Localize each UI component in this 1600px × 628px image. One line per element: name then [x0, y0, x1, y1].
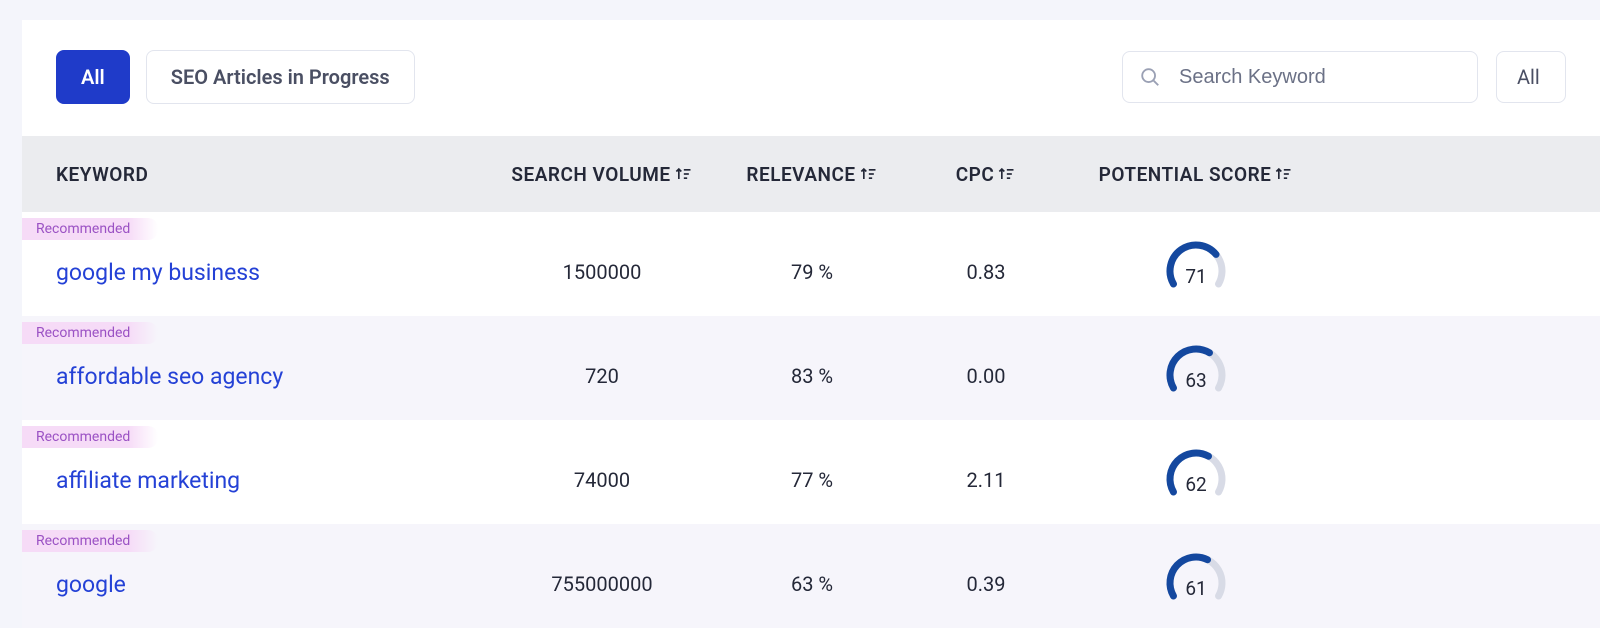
potential-score-value: 62	[1160, 473, 1232, 496]
cell-relevance: 77 %	[791, 468, 833, 492]
recommended-badge: Recommended	[22, 218, 158, 240]
potential-score-gauge: 61	[1160, 555, 1232, 607]
table-body: Recommended google my business 1500000 79 %…	[22, 212, 1600, 628]
column-header-relevance[interactable]: RELEVANCE	[746, 163, 877, 186]
recommended-badge: Recommended	[22, 322, 158, 344]
recommended-badge: Recommended	[22, 426, 158, 448]
cell-relevance: 79 %	[791, 260, 833, 284]
search-field[interactable]	[1122, 51, 1478, 103]
column-header-cpc[interactable]: CPC	[956, 163, 1017, 186]
keywords-panel: All SEO Articles in Progress All KEYWORD…	[22, 20, 1600, 628]
potential-score-value: 71	[1160, 265, 1232, 288]
column-header-search-volume[interactable]: SEARCH VOLUME	[511, 163, 692, 186]
toolbar: All SEO Articles in Progress All	[22, 50, 1600, 136]
sort-icon	[1273, 164, 1293, 184]
table-header: KEYWORD SEARCH VOLUME RELEVANCE	[22, 136, 1600, 212]
cell-cpc: 0.39	[967, 572, 1006, 596]
keyword-link[interactable]: google my business	[56, 259, 260, 286]
potential-score-gauge: 63	[1160, 347, 1232, 399]
column-header-keyword[interactable]: KEYWORD	[56, 163, 148, 186]
cell-search-volume: 74000	[574, 468, 630, 492]
keyword-link[interactable]: affiliate marketing	[56, 467, 240, 494]
keyword-link[interactable]: affordable seo agency	[56, 363, 283, 390]
column-header-label: CPC	[956, 163, 995, 186]
sort-icon	[673, 164, 693, 184]
cell-cpc: 0.83	[967, 260, 1006, 284]
cell-relevance: 63 %	[791, 572, 833, 596]
sort-icon	[858, 164, 878, 184]
cell-search-volume: 755000000	[551, 572, 652, 596]
table-row: Recommended affiliate marketing 74000 77 % 2…	[22, 420, 1600, 524]
cell-relevance: 83 %	[791, 364, 833, 388]
column-header-label: SEARCH VOLUME	[511, 163, 670, 186]
table-row: Recommended affordable seo agency 720 83 % 0…	[22, 316, 1600, 420]
cell-cpc: 0.00	[967, 364, 1006, 388]
search-input[interactable]	[1177, 65, 1461, 90]
cell-search-volume: 1500000	[563, 260, 642, 284]
potential-score-value: 61	[1160, 577, 1232, 600]
potential-score-gauge: 62	[1160, 451, 1232, 503]
cell-cpc: 2.11	[967, 468, 1006, 492]
table-row: Recommended google 755000000 63 % 0.39 61	[22, 524, 1600, 628]
column-header-label: POTENTIAL SCORE	[1099, 163, 1272, 186]
tab-all[interactable]: All	[56, 50, 130, 104]
filter-dropdown-label: All	[1517, 65, 1540, 89]
potential-score-value: 63	[1160, 369, 1232, 392]
column-header-label: RELEVANCE	[746, 163, 855, 186]
filter-tabs: All SEO Articles in Progress	[56, 50, 415, 104]
column-header-potential-score[interactable]: POTENTIAL SCORE	[1099, 163, 1294, 186]
search-icon	[1139, 66, 1161, 88]
filter-dropdown[interactable]: All	[1496, 51, 1566, 103]
potential-score-gauge: 71	[1160, 243, 1232, 295]
cell-search-volume: 720	[585, 364, 619, 388]
tab-seo-articles-in-progress[interactable]: SEO Articles in Progress	[146, 50, 415, 104]
keyword-link[interactable]: google	[56, 571, 126, 598]
table-row: Recommended google my business 1500000 79 %…	[22, 212, 1600, 316]
recommended-badge: Recommended	[22, 530, 158, 552]
sort-icon	[996, 164, 1016, 184]
